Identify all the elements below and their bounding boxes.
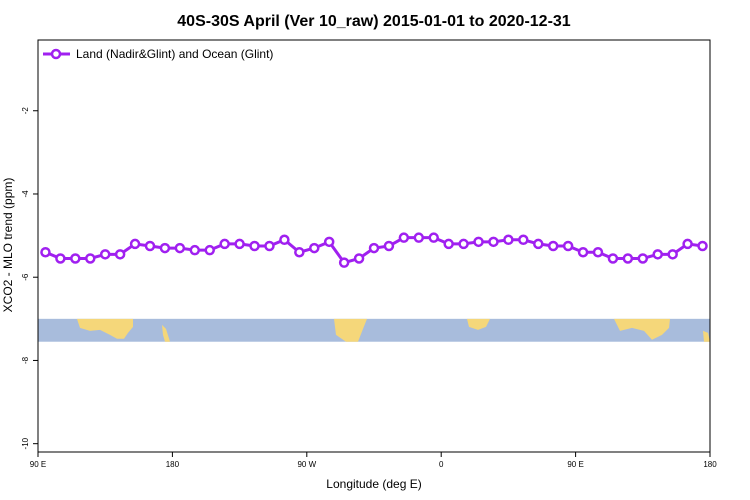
data-point [533,238,544,250]
data-point [503,234,514,246]
y-tick-label: -6 [21,273,30,281]
data-point [398,232,410,243]
data-point [279,234,290,246]
data-point [234,238,245,250]
data-point [353,253,365,264]
data-point [174,242,186,254]
y-tick-label: -2 [21,107,30,115]
data-point [607,253,619,264]
data-point [577,246,589,258]
data-point [309,242,320,254]
chart-title: 40S-30S April (Ver 10_raw) 2015-01-01 to… [177,13,571,30]
data-point [189,244,201,256]
data-point [219,238,230,250]
data-point [40,246,51,258]
data-point [129,238,141,250]
data-point [55,253,66,264]
x-tick-label: 90 E [30,460,46,469]
x-tick-label: 90 W [297,460,316,469]
plot-frame [37,39,711,453]
x-tick-label: 0 [439,460,444,469]
map-strip-land-4 [614,318,670,340]
data-point [562,240,574,252]
y-tick-label: -4 [21,190,30,198]
data-point [667,249,678,260]
data-point [323,236,335,248]
data-point [159,242,171,254]
data-point [294,246,305,258]
data-point [413,232,425,243]
x-tick-label: 180 [703,460,717,469]
data-point [70,253,81,264]
data-point [518,234,529,246]
data-point [249,240,260,252]
y-axis-label: XCO2 - MLO trend (ppm) [1,178,15,313]
data-point [697,240,708,252]
data-point [458,238,469,250]
data-point [428,232,439,243]
map-strip-land-1 [162,324,170,342]
data-point [622,253,634,264]
plot-area: -2 -4 -6 -8 -10 90 E 180 90 W 0 90 E 180 Land (Nadi… [21,39,717,469]
data-point [682,238,693,250]
data-point [368,242,380,254]
map-strip-land-2 [334,318,367,342]
data-point [443,238,454,250]
map-strip-land-5 [703,330,710,342]
data-point [592,246,604,258]
data-point [85,253,96,264]
data-point [144,240,156,252]
data-point [652,249,663,260]
x-axis-label: Longitude (deg E) [326,477,421,491]
data-point [338,257,350,268]
map-strip-land-0 [77,318,133,339]
x-tick-label: 90 E [567,460,583,469]
data-point [637,253,649,264]
y-tick-label: -10 [21,437,30,449]
data-point [264,240,275,252]
data-point [488,236,499,248]
data-point [383,240,395,252]
data-point [547,240,559,252]
x-tick-label: 180 [166,460,180,469]
y-tick-label: -8 [21,356,30,364]
legend-label: Land (Nadir&Glint) and Ocean (Glint) [76,47,273,61]
data-point [99,249,111,260]
data-point [473,236,484,248]
legend-marker [50,48,62,60]
data-point [204,244,215,256]
data-point [114,249,126,260]
map-strip-ocean [38,318,710,342]
map-strip-land-3 [467,318,490,330]
